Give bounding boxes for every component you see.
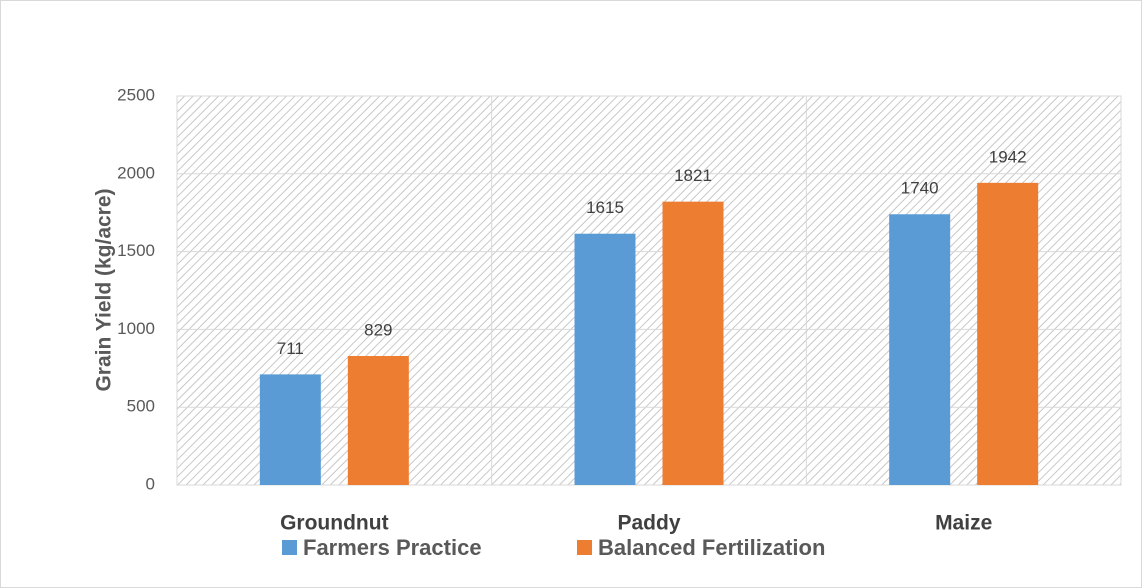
- data-label: 1740: [901, 179, 939, 198]
- data-label: 1821: [674, 166, 712, 185]
- bar: [347, 356, 409, 485]
- data-label: 1615: [586, 198, 624, 217]
- x-tick-label: Paddy: [617, 512, 680, 535]
- y-tick-label: 1500: [117, 241, 155, 260]
- y-tick-label: 500: [127, 397, 155, 416]
- y-axis-title: Grain Yield (kg/acre): [93, 188, 116, 391]
- legend-label: Farmers Practice: [303, 535, 482, 560]
- y-tick-label: 2500: [117, 85, 155, 104]
- y-tick-label: 2000: [117, 163, 155, 182]
- legend-swatch: [577, 540, 592, 555]
- bar: [574, 233, 636, 485]
- x-tick-label: Maize: [935, 512, 992, 535]
- y-tick-label: 1000: [117, 319, 155, 338]
- plot-area: [176, 95, 1122, 486]
- data-label: 829: [364, 320, 392, 339]
- data-label: 1942: [989, 147, 1027, 166]
- legend-label: Balanced Fertilization: [598, 535, 825, 560]
- data-label: 711: [277, 339, 304, 358]
- bar: [662, 201, 724, 485]
- bar: [977, 182, 1039, 485]
- x-tick-label: Groundnut: [280, 512, 388, 535]
- bar: [889, 214, 951, 486]
- bar: [259, 374, 321, 485]
- legend-swatch: [282, 540, 297, 555]
- y-tick-label: 0: [146, 474, 155, 493]
